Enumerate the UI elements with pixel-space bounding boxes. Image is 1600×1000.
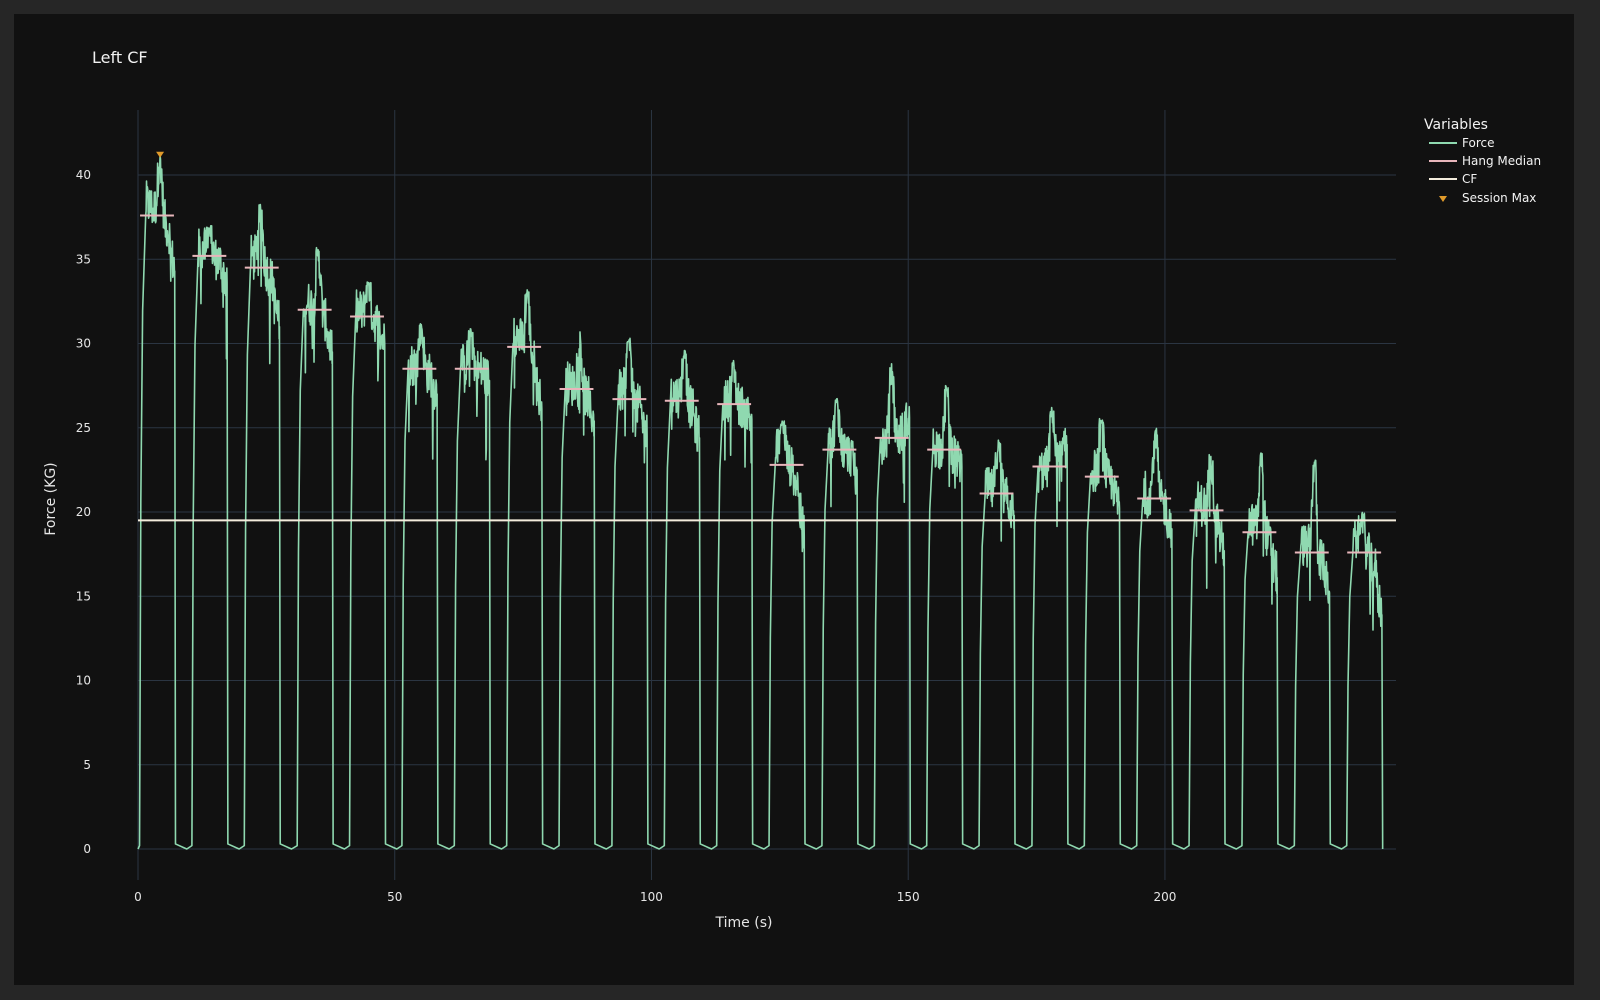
legend[interactable]: Variables Force Hang Median CF Session M… [1424, 117, 1541, 205]
y-tick-label: 30 [76, 337, 91, 351]
x-tick-label: 0 [134, 890, 142, 904]
y-tick-label: 20 [76, 505, 91, 519]
x-tick-label: 100 [640, 890, 663, 904]
legend-item-cf[interactable]: CF [1429, 172, 1477, 186]
session-max-series [156, 151, 165, 158]
legend-item-session-max[interactable]: Session Max [1439, 191, 1536, 205]
chart-title: Left CF [92, 48, 148, 67]
legend-item-hang-median[interactable]: Hang Median [1429, 154, 1541, 168]
force-series [137, 154, 1384, 850]
legend-label-cf: CF [1462, 172, 1477, 186]
force-line [137, 154, 1384, 850]
legend-swatch-session-max-icon [1439, 196, 1447, 202]
y-tick-labels: 0 5 10 15 20 25 30 35 40 [76, 168, 91, 856]
y-tick-label: 15 [76, 589, 91, 603]
y-tick-label: 0 [83, 842, 91, 856]
legend-title: Variables [1424, 117, 1488, 133]
y-axis-title: Force (KG) [43, 462, 59, 535]
x-axis-title: Time (s) [715, 915, 773, 931]
y-tick-label: 25 [76, 421, 91, 435]
y-tick-label: 10 [76, 674, 91, 688]
x-tick-label: 50 [387, 890, 402, 904]
y-tick-label: 35 [76, 252, 91, 266]
y-tick-label: 5 [83, 758, 91, 772]
legend-label-force: Force [1462, 136, 1494, 150]
legend-item-force[interactable]: Force [1429, 136, 1494, 150]
session-max-marker [156, 151, 165, 158]
y-tick-label: 40 [76, 168, 91, 182]
legend-label-hang-median: Hang Median [1462, 154, 1541, 168]
chart-frame: 0 50 100 150 200 0 5 10 15 20 25 30 35 40 Left CF Ti… [14, 14, 1574, 985]
x-tick-label: 150 [897, 890, 920, 904]
force-chart: 0 50 100 150 200 0 5 10 15 20 25 30 35 40 Left CF Ti… [43, 48, 1541, 931]
x-tick-labels: 0 50 100 150 200 [134, 890, 1176, 904]
legend-label-session-max: Session Max [1462, 191, 1536, 205]
hang-median-series [140, 214, 1382, 554]
x-tick-label: 200 [1153, 890, 1176, 904]
